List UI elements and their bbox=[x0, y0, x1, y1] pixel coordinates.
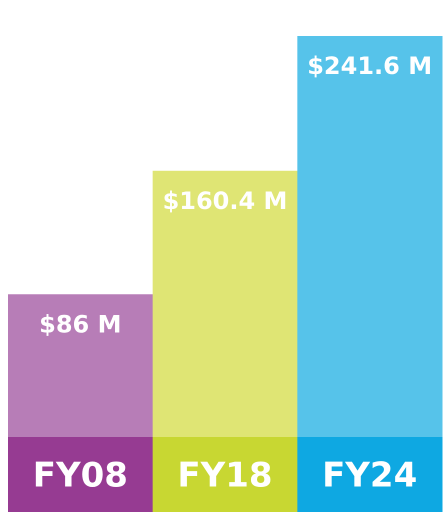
category-band-fy18 bbox=[152, 437, 298, 512]
bars-group: $86 M FY08 $160.4 M FY18 $241.6 M FY24 bbox=[8, 36, 443, 512]
category-band-fy08 bbox=[8, 437, 154, 512]
bar-fy08 bbox=[8, 294, 154, 437]
value-label-fy24: $241.6 M bbox=[307, 52, 432, 80]
bar-fy18 bbox=[152, 170, 298, 437]
value-label-fy18: $160.4 M bbox=[163, 187, 288, 215]
category-label-fy08: FY08 bbox=[33, 456, 128, 496]
category-band-fy24 bbox=[297, 437, 443, 512]
category-label-fy18: FY18 bbox=[177, 456, 272, 496]
bar-fy24 bbox=[297, 36, 443, 437]
category-label-fy24: FY24 bbox=[322, 456, 417, 496]
value-label-fy08: $86 M bbox=[39, 310, 121, 338]
